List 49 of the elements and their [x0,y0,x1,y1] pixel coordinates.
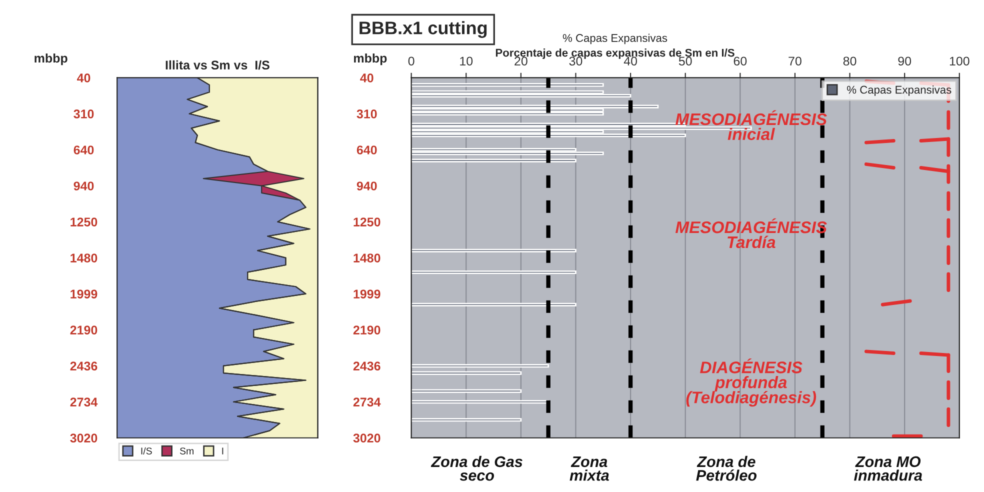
text: Zona MO inmadura [854,456,922,481]
x-tick-label: 30 [569,56,582,66]
y-tick-label: 2190 [70,326,98,334]
y-tick-label: 1250 [354,218,380,226]
y-tick-label: 940 [356,182,377,190]
annotation: MESODIAGÉNESIS inicial [675,110,827,140]
y-axis-title: mbbp [354,53,387,66]
x-tick-label: 10 [460,56,473,66]
y-tick-label: 1250 [70,218,98,226]
x-tick-label: 80 [843,56,856,66]
y-tick-label: 640 [356,146,377,154]
chart-title: Illita vs Sm vs I/S [166,60,270,70]
y-tick-label: 2734 [70,398,98,407]
text: Zona mixta [570,456,609,481]
x-tick-label: 50 [678,56,692,66]
legend-label: % Capas Expansivas [847,86,952,96]
x-tick-label: 100 [950,56,970,66]
y-tick-label: 3020 [70,434,98,443]
y-tick-label: 1480 [354,254,380,262]
text: Zona de Petróleo [696,456,757,481]
text: Zona de Gas seco [430,456,522,481]
annotation: DIAGÉNESIS profunda (Telodiagénesis) [686,358,816,407]
y-tick-label: 310 [356,110,377,118]
y-tick-label: 310 [74,110,94,118]
x-tick-label: 70 [788,56,802,66]
y-tick-label: 2190 [353,326,380,334]
legend-label: I [222,448,224,454]
y-tick-label: 940 [74,182,94,190]
annotation: MESODIAGÉNESIS Tardía [675,218,827,248]
y-tick-label: 640 [74,146,94,154]
x-tick-label: 20 [514,56,528,66]
legend-label: I/S [141,447,152,454]
y-tick-label: 40 [77,74,90,82]
y-tick-label: 40 [360,74,374,82]
y-tick-label: 2436 [353,362,380,371]
chart-title: BBB.x1 cutting [360,21,487,38]
y-tick-label: 2436 [70,362,98,371]
legend-label: Sm [180,448,194,454]
y-tick-label: 1999 [70,290,98,298]
y-tick-label: 1999 [354,290,380,298]
x-tick-label: 40 [624,56,638,66]
x-tick-label: 90 [898,56,912,66]
y-axis-title: mbbp [34,53,68,66]
x-tick-label: 0 [408,56,414,66]
y-tick-label: 1480 [70,254,98,262]
x-tick-label: 60 [734,56,747,66]
y-tick-label: 2734 [353,398,381,407]
y-tick-label: 3020 [353,434,380,443]
chart-subtitle: % Capas Expansivas [562,34,668,44]
